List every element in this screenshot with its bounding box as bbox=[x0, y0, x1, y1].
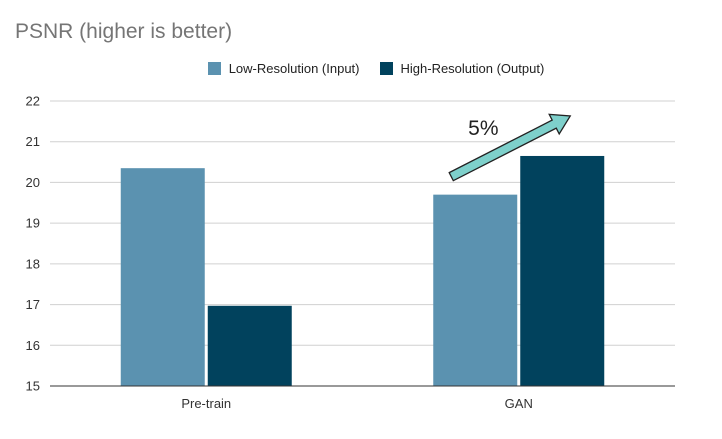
x-tick-label-gan: GAN bbox=[505, 396, 533, 411]
annotation-label: 5% bbox=[468, 117, 498, 140]
bar-pre-train-series-1 bbox=[207, 305, 292, 386]
bar-gan-series-0 bbox=[433, 194, 518, 386]
y-tick-label-17: 17 bbox=[26, 297, 40, 312]
legend-label-low-resolution: Low-Resolution (Input) bbox=[228, 61, 360, 76]
x-tick-label-pre-train: Pre-train bbox=[181, 396, 231, 411]
y-tick-label-21: 21 bbox=[26, 134, 40, 149]
legend-label-high-resolution: High-Resolution (Output) bbox=[400, 61, 545, 76]
y-tick-label-20: 20 bbox=[26, 175, 40, 190]
y-tick-label-16: 16 bbox=[26, 338, 40, 353]
y-tick-label-19: 19 bbox=[26, 216, 40, 231]
y-tick-label-22: 22 bbox=[26, 94, 40, 109]
bar-pre-train-series-0 bbox=[120, 168, 205, 386]
legend: Low-Resolution (Input) High-Resolution (… bbox=[0, 61, 722, 76]
legend-item-high-resolution: High-Resolution (Output) bbox=[379, 61, 545, 76]
annotation-arrow bbox=[448, 113, 572, 182]
legend-item-low-resolution: Low-Resolution (Input) bbox=[207, 61, 360, 76]
y-tick-label-18: 18 bbox=[26, 256, 40, 271]
legend-swatch-low-resolution bbox=[207, 62, 221, 75]
legend-swatch-high-resolution bbox=[379, 62, 393, 75]
y-tick-label-15: 15 bbox=[26, 379, 40, 394]
chart-title: PSNR (higher is better) bbox=[15, 20, 233, 43]
bar-gan-series-1 bbox=[520, 155, 605, 386]
